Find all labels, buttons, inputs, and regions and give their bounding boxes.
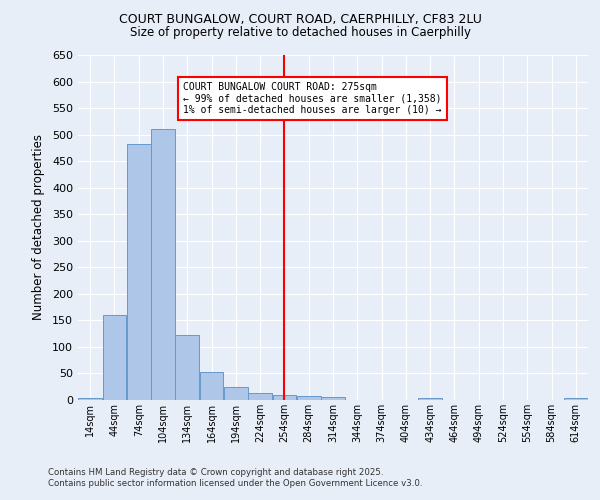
- Bar: [127, 144, 151, 400]
- Text: COURT BUNGALOW, COURT ROAD, CAERPHILLY, CF83 2LU: COURT BUNGALOW, COURT ROAD, CAERPHILLY, …: [119, 12, 481, 26]
- Text: Contains HM Land Registry data © Crown copyright and database right 2025.
Contai: Contains HM Land Registry data © Crown c…: [48, 468, 422, 487]
- Bar: [272, 394, 296, 400]
- Bar: [175, 335, 199, 400]
- Text: Size of property relative to detached houses in Caerphilly: Size of property relative to detached ho…: [130, 26, 470, 39]
- Bar: [418, 398, 442, 400]
- Bar: [297, 396, 320, 400]
- Y-axis label: Number of detached properties: Number of detached properties: [32, 134, 45, 320]
- Bar: [224, 388, 248, 400]
- Bar: [321, 398, 345, 400]
- Bar: [200, 372, 223, 400]
- Bar: [151, 130, 175, 400]
- Bar: [79, 398, 102, 400]
- Bar: [103, 315, 126, 400]
- Text: COURT BUNGALOW COURT ROAD: 275sqm
← 99% of detached houses are smaller (1,358)
1: COURT BUNGALOW COURT ROAD: 275sqm ← 99% …: [183, 82, 442, 114]
- Bar: [564, 398, 587, 400]
- Bar: [248, 393, 272, 400]
